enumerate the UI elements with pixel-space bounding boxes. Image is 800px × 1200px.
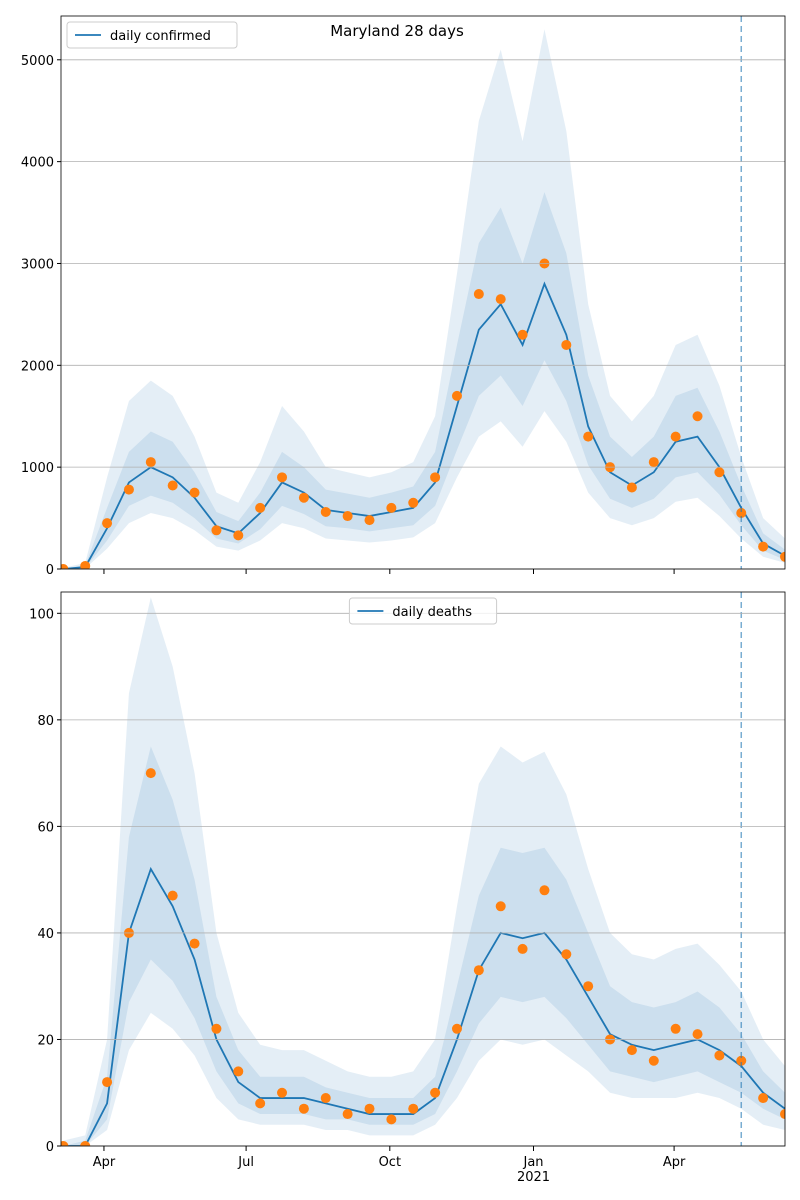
uncertainty-band [63,746,785,1146]
observed-point [277,1087,288,1098]
observed-point [386,502,397,513]
observed-point [430,1087,441,1098]
observed-point [298,492,309,503]
observed-point [736,507,747,518]
observed-point [758,541,769,552]
observed-point [430,472,441,483]
observed-point [364,515,375,526]
observed-point [386,1114,397,1125]
x-tick-label: Jan 2021 [517,1155,550,1185]
legend-box [66,21,238,49]
observed-point [277,472,288,483]
uncertainty-band [63,597,785,1146]
observed-point [714,467,725,478]
observed-point [233,530,244,541]
observed-point [692,1029,703,1040]
uncertainty-band [63,192,785,569]
observed-point [320,1093,331,1104]
y-tick-label: 40 [37,927,54,942]
y-tick-label: 60 [37,820,54,835]
y-tick-label: 5000 [21,54,54,69]
observed-point [342,511,353,522]
chart-title: Maryland 28 days [330,22,464,40]
observed-point [211,1023,222,1034]
observed-point [561,339,572,350]
series-line [63,281,785,569]
observed-point [495,901,506,912]
observed-point [211,525,222,536]
observed-point [670,1023,681,1034]
observed-point [495,294,506,305]
y-tick-label: 80 [37,714,54,729]
observed-point [539,885,550,896]
y-tick-label: 2000 [21,359,54,374]
observed-point [714,1050,725,1061]
observed-point [145,457,156,468]
observed-point [583,431,594,442]
observed-point [123,484,134,495]
observed-point [780,551,785,562]
y-tick-label: 20 [37,1033,54,1048]
observed-point [780,1109,785,1120]
x-tick-label: Apr [663,1155,686,1170]
y-tick-label: 0 [46,563,54,578]
observed-point [80,1141,91,1146]
observed-point [626,482,637,493]
observed-point [342,1109,353,1120]
observed-point [451,390,462,401]
observed-point [408,497,419,508]
observed-point [255,1098,266,1109]
observed-point [167,890,178,901]
observed-point [364,1103,375,1114]
observed-point [670,431,681,442]
axes-frame [60,591,786,1147]
observed-point [626,1045,637,1056]
y-tick-label: 100 [29,607,54,622]
y-tick-label: 0 [46,1140,54,1155]
observed-point [648,1055,659,1066]
observed-point [583,981,594,992]
observed-point [189,938,200,949]
legend-box [348,597,498,625]
observed-point [61,1141,69,1146]
observed-point [561,949,572,960]
observed-point [517,329,528,340]
observed-point [320,506,331,517]
observed-point [451,1023,462,1034]
observed-point [736,1055,747,1066]
legend-label: daily deaths [392,605,472,620]
axes-frame [60,15,786,570]
y-tick-label: 3000 [21,257,54,272]
observed-point [80,560,91,569]
observed-point [102,518,113,529]
observed-point [408,1103,419,1114]
y-tick-label: 4000 [21,156,54,171]
y-tick-label: 1000 [21,461,54,476]
observed-point [61,564,69,569]
plot-area [61,16,785,569]
legend-label: daily confirmed [110,29,211,44]
observed-point [298,1103,309,1114]
observed-point [758,1093,769,1104]
observed-point [473,965,484,976]
x-tick-label: Oct [379,1155,401,1170]
observed-point [692,411,703,422]
observed-point [189,487,200,498]
x-tick-label: Jul [237,1155,254,1170]
observed-point [473,289,484,300]
observed-point [233,1066,244,1077]
observed-point [145,768,156,779]
observed-point [517,943,528,954]
observed-point [102,1077,113,1088]
plot-area [61,592,785,1146]
observed-point [648,457,659,468]
uncertainty-band [63,29,785,569]
observed-point [255,502,266,513]
observed-point [167,480,178,491]
x-tick-label: Apr [93,1155,116,1170]
